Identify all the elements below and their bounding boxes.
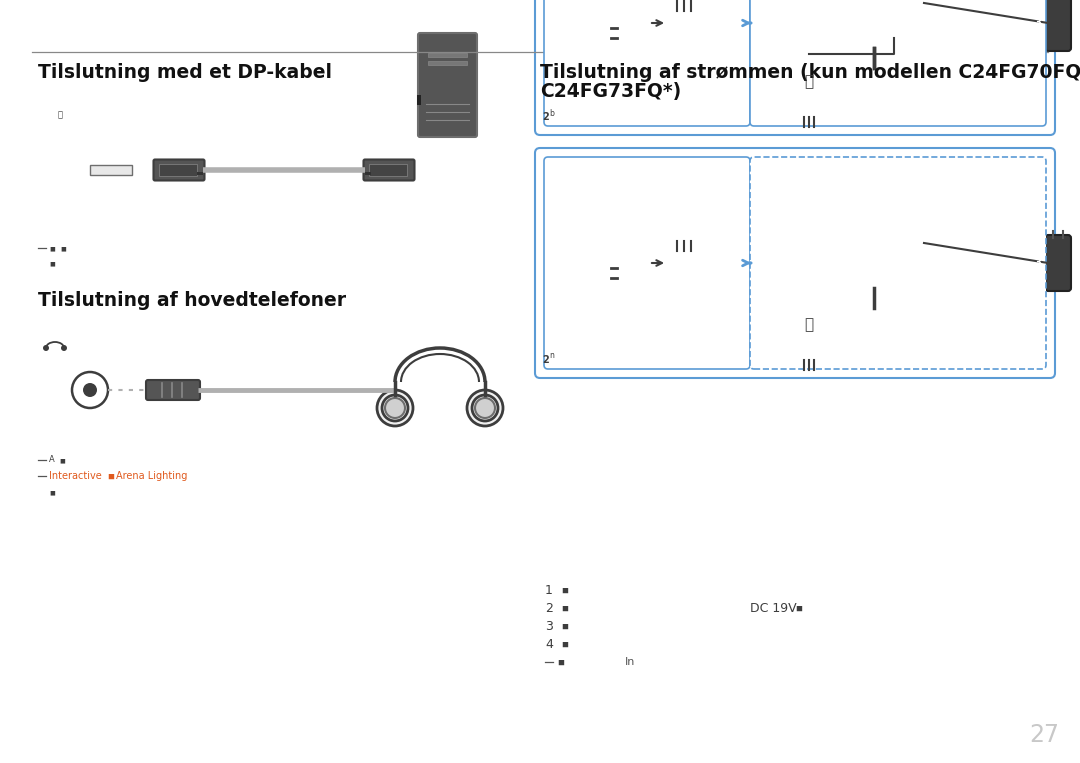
Text: 3: 3 bbox=[1035, 18, 1041, 28]
Text: 27: 27 bbox=[1029, 723, 1059, 747]
Bar bbox=[849, 305, 899, 313]
Text: 2: 2 bbox=[542, 355, 549, 365]
Circle shape bbox=[1028, 13, 1048, 33]
Circle shape bbox=[781, 297, 837, 353]
Circle shape bbox=[756, 98, 777, 118]
Text: A: A bbox=[49, 456, 55, 465]
Text: ◼: ◼ bbox=[561, 622, 568, 630]
Text: ◼: ◼ bbox=[49, 489, 55, 495]
Text: n: n bbox=[549, 352, 554, 360]
Circle shape bbox=[377, 390, 413, 426]
Text: 2: 2 bbox=[545, 601, 553, 614]
Bar bbox=[849, 65, 899, 73]
Circle shape bbox=[550, 165, 570, 185]
FancyBboxPatch shape bbox=[815, 204, 953, 292]
Text: ⏻: ⏻ bbox=[805, 317, 813, 333]
Text: ⬛: ⬛ bbox=[57, 111, 63, 120]
Text: 2: 2 bbox=[542, 112, 549, 122]
FancyBboxPatch shape bbox=[364, 159, 415, 181]
FancyBboxPatch shape bbox=[544, 157, 750, 369]
Bar bbox=[864, 248, 899, 268]
Circle shape bbox=[781, 54, 837, 110]
FancyBboxPatch shape bbox=[535, 148, 1055, 378]
FancyBboxPatch shape bbox=[146, 380, 200, 400]
Text: Tilslutning af strømmen (kun modellen C24FG70FQ* /: Tilslutning af strømmen (kun modellen C2… bbox=[540, 63, 1080, 82]
Text: 1: 1 bbox=[556, 170, 564, 180]
Circle shape bbox=[475, 398, 495, 418]
Bar bbox=[365, 172, 372, 175]
Bar bbox=[369, 164, 407, 176]
Circle shape bbox=[791, 64, 827, 100]
Text: ◼: ◼ bbox=[561, 604, 568, 613]
Text: ◼: ◼ bbox=[557, 658, 564, 667]
Bar bbox=[864, 8, 899, 28]
FancyBboxPatch shape bbox=[815, 0, 953, 52]
Circle shape bbox=[756, 165, 777, 185]
Bar bbox=[428, 53, 467, 57]
Bar bbox=[90, 165, 132, 175]
FancyBboxPatch shape bbox=[750, 0, 1047, 126]
Circle shape bbox=[60, 345, 67, 351]
Text: 3: 3 bbox=[1035, 258, 1041, 268]
FancyBboxPatch shape bbox=[669, 247, 701, 285]
FancyBboxPatch shape bbox=[669, 7, 701, 45]
Text: Tilslutning med et DP-kabel: Tilslutning med et DP-kabel bbox=[38, 63, 332, 82]
Text: b: b bbox=[549, 108, 554, 118]
Bar bbox=[428, 61, 467, 65]
FancyBboxPatch shape bbox=[544, 0, 750, 126]
Text: ◼: ◼ bbox=[49, 260, 55, 266]
Text: 4: 4 bbox=[545, 638, 553, 651]
Text: ◼: ◼ bbox=[561, 639, 568, 649]
Text: C24FG73FQ*): C24FG73FQ*) bbox=[540, 82, 681, 101]
Text: ◼: ◼ bbox=[59, 457, 65, 463]
Circle shape bbox=[756, 341, 777, 361]
Text: 2: 2 bbox=[762, 170, 770, 180]
Text: ◼: ◼ bbox=[561, 585, 568, 594]
Text: DC 19V: DC 19V bbox=[750, 601, 797, 614]
Text: ◼: ◼ bbox=[795, 604, 802, 613]
Circle shape bbox=[43, 345, 49, 351]
Circle shape bbox=[384, 398, 405, 418]
FancyBboxPatch shape bbox=[615, 0, 652, 56]
Text: ◼: ◼ bbox=[107, 472, 114, 481]
FancyBboxPatch shape bbox=[1045, 235, 1071, 291]
Text: 1: 1 bbox=[545, 584, 553, 597]
Text: Interactive: Interactive bbox=[49, 471, 102, 481]
Text: ◼: ◼ bbox=[60, 245, 66, 251]
Text: 4: 4 bbox=[762, 103, 770, 113]
Circle shape bbox=[83, 383, 97, 397]
Circle shape bbox=[72, 372, 108, 408]
FancyBboxPatch shape bbox=[418, 33, 477, 137]
Bar bbox=[159, 164, 197, 176]
Text: ⏻: ⏻ bbox=[805, 75, 813, 89]
FancyBboxPatch shape bbox=[750, 157, 1047, 369]
Circle shape bbox=[1028, 253, 1048, 273]
FancyBboxPatch shape bbox=[615, 238, 652, 296]
FancyBboxPatch shape bbox=[153, 159, 204, 181]
Text: ◼: ◼ bbox=[49, 245, 55, 251]
Text: 4: 4 bbox=[762, 346, 770, 356]
FancyBboxPatch shape bbox=[1045, 0, 1071, 51]
Bar bbox=[417, 95, 421, 105]
Circle shape bbox=[791, 307, 827, 343]
FancyBboxPatch shape bbox=[535, 0, 1055, 135]
Text: 3: 3 bbox=[545, 620, 553, 633]
Circle shape bbox=[467, 390, 503, 426]
Text: In: In bbox=[625, 657, 635, 667]
Text: Tilslutning af hovedtelefoner: Tilslutning af hovedtelefoner bbox=[38, 291, 346, 310]
Bar bbox=[197, 172, 203, 175]
Text: Arena Lighting: Arena Lighting bbox=[116, 471, 187, 481]
